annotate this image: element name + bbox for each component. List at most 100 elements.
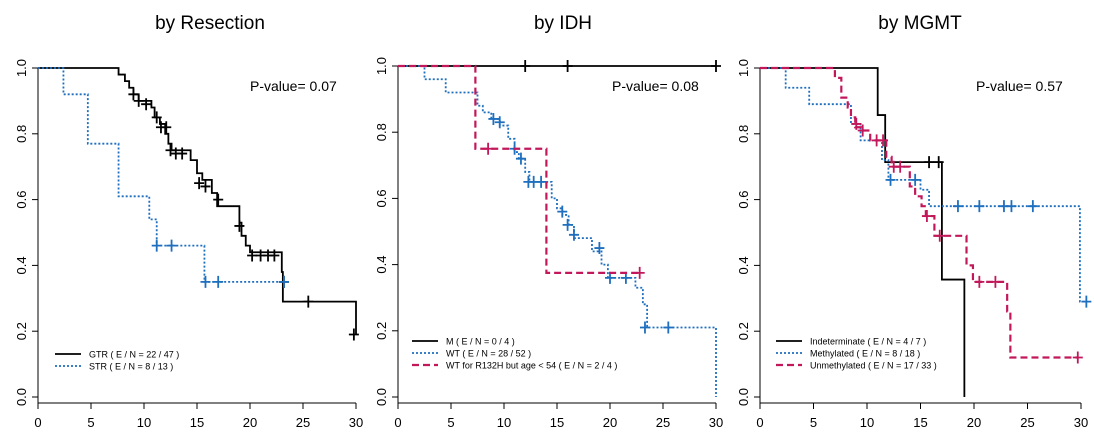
- censor-mark: [851, 117, 862, 130]
- censor-mark: [483, 142, 494, 155]
- censor-mark: [711, 60, 721, 72]
- chart-panel-2: by IDH 0 5 10 15 20 25 30 0.0 0.2 0.4 0.6 0.8 1.0 P-va…: [374, 13, 723, 430]
- chart-title: by MGMT: [878, 13, 962, 34]
- x-tick-label: 5: [87, 415, 94, 430]
- censor-mark: [974, 275, 985, 288]
- p-value-label: P-value= 0.57: [976, 78, 1063, 94]
- censor-mark: [1081, 295, 1092, 308]
- censor-mark: [895, 160, 906, 173]
- censor-mark: [594, 242, 605, 255]
- censor-mark: [488, 112, 499, 125]
- y-tick-label: 0.6: [14, 191, 29, 209]
- censor-mark: [562, 60, 573, 72]
- censor-mark: [634, 266, 645, 279]
- y-tick-label: 0.8: [736, 125, 751, 143]
- censor-mark: [166, 239, 177, 252]
- y-tick-label: 0.2: [374, 322, 389, 340]
- censor-mark: [151, 239, 162, 252]
- y-tick-label: 0.2: [736, 322, 751, 340]
- censor-mark: [247, 249, 258, 262]
- series-line-2: [398, 65, 717, 397]
- censor-mark: [515, 152, 526, 165]
- legend-label: WT for R132H but age < 54 ( E / N = 2 / …: [446, 361, 617, 371]
- y-tick-label: 0.0: [14, 388, 29, 406]
- legend-label: GTR ( E / N = 22 / 47 ): [89, 350, 179, 360]
- censor-mark: [910, 173, 921, 186]
- y-tick-label: 0.2: [14, 322, 29, 340]
- censor-mark: [1072, 351, 1083, 364]
- censor-mark: [213, 275, 224, 288]
- censor-mark: [213, 193, 224, 206]
- legend-label: Unmethylated ( E / N = 17 / 33 ): [810, 361, 937, 371]
- censor-mark: [234, 219, 245, 232]
- x-tick-label: 20: [603, 415, 617, 430]
- censor-mark: [990, 275, 1001, 288]
- censor-mark: [128, 88, 139, 101]
- series-line-1: [38, 67, 357, 335]
- x-tick-label: 15: [550, 415, 564, 430]
- censor-mark: [177, 147, 188, 160]
- x-tick-label: 25: [1020, 415, 1034, 430]
- x-tick-label: 0: [394, 415, 401, 430]
- x-tick-label: 0: [756, 415, 763, 430]
- censor-mark: [348, 328, 359, 341]
- y-tick-label: 0.8: [374, 123, 389, 141]
- censor-mark: [278, 275, 289, 288]
- censor-mark: [141, 98, 152, 111]
- censor-mark: [1006, 200, 1017, 213]
- x-tick-label: 5: [810, 415, 817, 430]
- x-tick-label: 30: [1074, 415, 1088, 430]
- y-tick-label: 0.0: [374, 388, 389, 406]
- censor-mark: [568, 228, 579, 241]
- y-tick-label: 1.0: [374, 57, 389, 75]
- x-tick-label: 20: [243, 415, 257, 430]
- x-tick-label: 5: [447, 415, 454, 430]
- chart-title: by Resection: [155, 13, 265, 34]
- chart-panel-1: by Resection 0 5 10 15 20 25 30 0.0 0.2 0.4 0.6 0.8 1…: [14, 13, 363, 430]
- legend-label: Methylated ( E / N = 8 / 18 ): [810, 349, 920, 359]
- y-tick-label: 0.8: [14, 125, 29, 143]
- censor-mark: [921, 210, 932, 223]
- x-tick-label: 15: [190, 415, 204, 430]
- censor-mark: [885, 173, 896, 186]
- series-line-3: [760, 66, 1078, 359]
- censor-mark: [494, 116, 505, 129]
- legend-label: M ( E / N = 0 / 4 ): [446, 337, 515, 347]
- censor-mark: [194, 177, 205, 190]
- legend-label: WT ( E / N = 28 / 52 ): [446, 349, 531, 359]
- censor-mark: [161, 121, 172, 134]
- censor-mark: [557, 205, 568, 218]
- p-value-label: P-value= 0.08: [612, 78, 699, 94]
- y-tick-label: 0.6: [374, 189, 389, 207]
- y-tick-label: 0.4: [14, 256, 29, 274]
- series-line-2: [38, 67, 284, 283]
- y-tick-label: 0.6: [736, 191, 751, 209]
- x-tick-label: 25: [296, 415, 310, 430]
- x-tick-label: 30: [709, 415, 723, 430]
- censor-mark: [934, 229, 945, 242]
- censor-mark: [639, 321, 650, 334]
- x-tick-label: 0: [34, 415, 41, 430]
- x-tick-label: 10: [497, 415, 511, 430]
- chart-panel-3: by MGMT 0 5 10 15 20 25 30 0.0 0.2 0.4 0.6 0.8 1.0 P-v…: [736, 13, 1092, 430]
- p-value-label: P-value= 0.07: [250, 78, 337, 94]
- series-line-2: [760, 67, 1087, 303]
- y-tick-label: 0.0: [736, 388, 751, 406]
- censor-mark: [269, 249, 280, 262]
- censor-mark: [200, 275, 211, 288]
- chart-title: by IDH: [534, 13, 592, 34]
- y-tick-label: 1.0: [14, 59, 29, 77]
- legend-label: STR ( E / N = 8 / 13 ): [89, 362, 173, 372]
- censor-mark: [151, 111, 162, 124]
- censor-mark: [520, 60, 531, 72]
- censor-mark: [974, 200, 985, 213]
- x-tick-label: 10: [860, 415, 874, 430]
- censor-mark: [133, 94, 144, 107]
- censor-mark: [924, 156, 935, 169]
- censor-mark: [933, 156, 944, 169]
- censor-mark: [200, 180, 211, 193]
- x-tick-label: 10: [137, 415, 151, 430]
- x-tick-label: 15: [913, 415, 927, 430]
- series-line-1: [760, 67, 966, 397]
